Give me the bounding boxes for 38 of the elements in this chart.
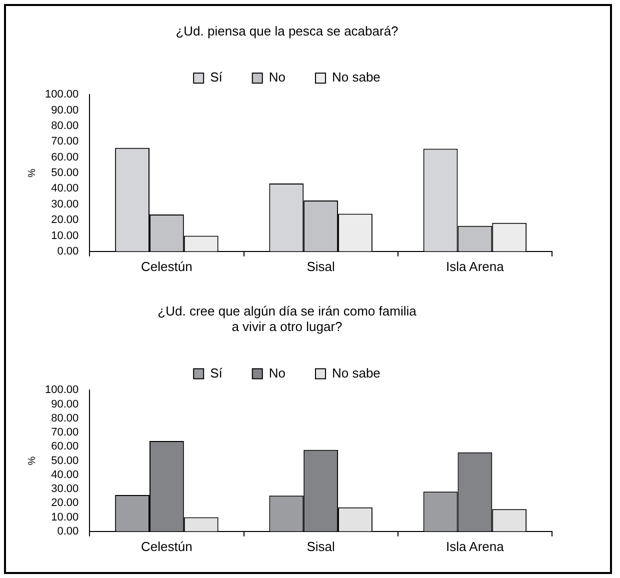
y-tick-label: 50.00: [51, 454, 79, 467]
y-tick-label: 20.00: [51, 497, 79, 510]
x-tick-label: Celestún: [141, 258, 192, 274]
y-tick-label: 60.00: [51, 151, 79, 164]
legend-label: No sabe: [332, 70, 380, 85]
x-tick-label: Sisal: [306, 258, 336, 274]
y-tick-label: 0.00: [57, 525, 79, 538]
chart-title: ¿Ud. piensa que la pesca se acabará?: [176, 23, 398, 38]
y-tick-label: 80.00: [51, 412, 79, 424]
y-tick-label: 90.00: [51, 398, 79, 410]
y-tick-label: 100.00: [44, 88, 79, 101]
legend-label: No sabe: [332, 365, 380, 380]
legend-label: Sí: [210, 70, 223, 85]
y-tick-label: 100.00: [44, 384, 79, 396]
y-tick-label: 20.00: [51, 214, 79, 226]
y-tick-label: 90.00: [51, 104, 79, 116]
y-tick-label: 60.00: [51, 440, 79, 453]
x-tick-label: Isla Arena: [446, 538, 505, 554]
legend-label: No: [268, 70, 286, 85]
y-tick-label: 40.00: [51, 468, 79, 481]
y-tick-label: 70.00: [51, 136, 79, 148]
chart-title: ¿Ud. cree que algún día se irán como familia a vivir a otro lugar?: [158, 303, 418, 334]
y-tick-label: 30.00: [51, 483, 79, 496]
y-tick-label: 40.00: [51, 182, 79, 195]
y-axis-title: %: [26, 456, 38, 466]
legend-label: No: [268, 365, 286, 380]
y-tick-label: 70.00: [51, 426, 79, 439]
y-axis-title: %: [26, 168, 38, 178]
y-tick-label: 0.00: [57, 245, 79, 258]
y-tick-label: 50.00: [51, 167, 79, 180]
y-tick-label: 10.00: [51, 230, 79, 242]
y-tick-label: 30.00: [51, 198, 79, 210]
x-tick-label: Sisal: [306, 538, 336, 554]
y-tick-label: 10.00: [51, 511, 79, 524]
legend-label: Sí: [210, 365, 223, 380]
x-tick-label: Isla Arena: [446, 258, 505, 274]
y-tick-label: 80.00: [51, 120, 79, 132]
x-tick-label: Celestún: [141, 538, 192, 554]
